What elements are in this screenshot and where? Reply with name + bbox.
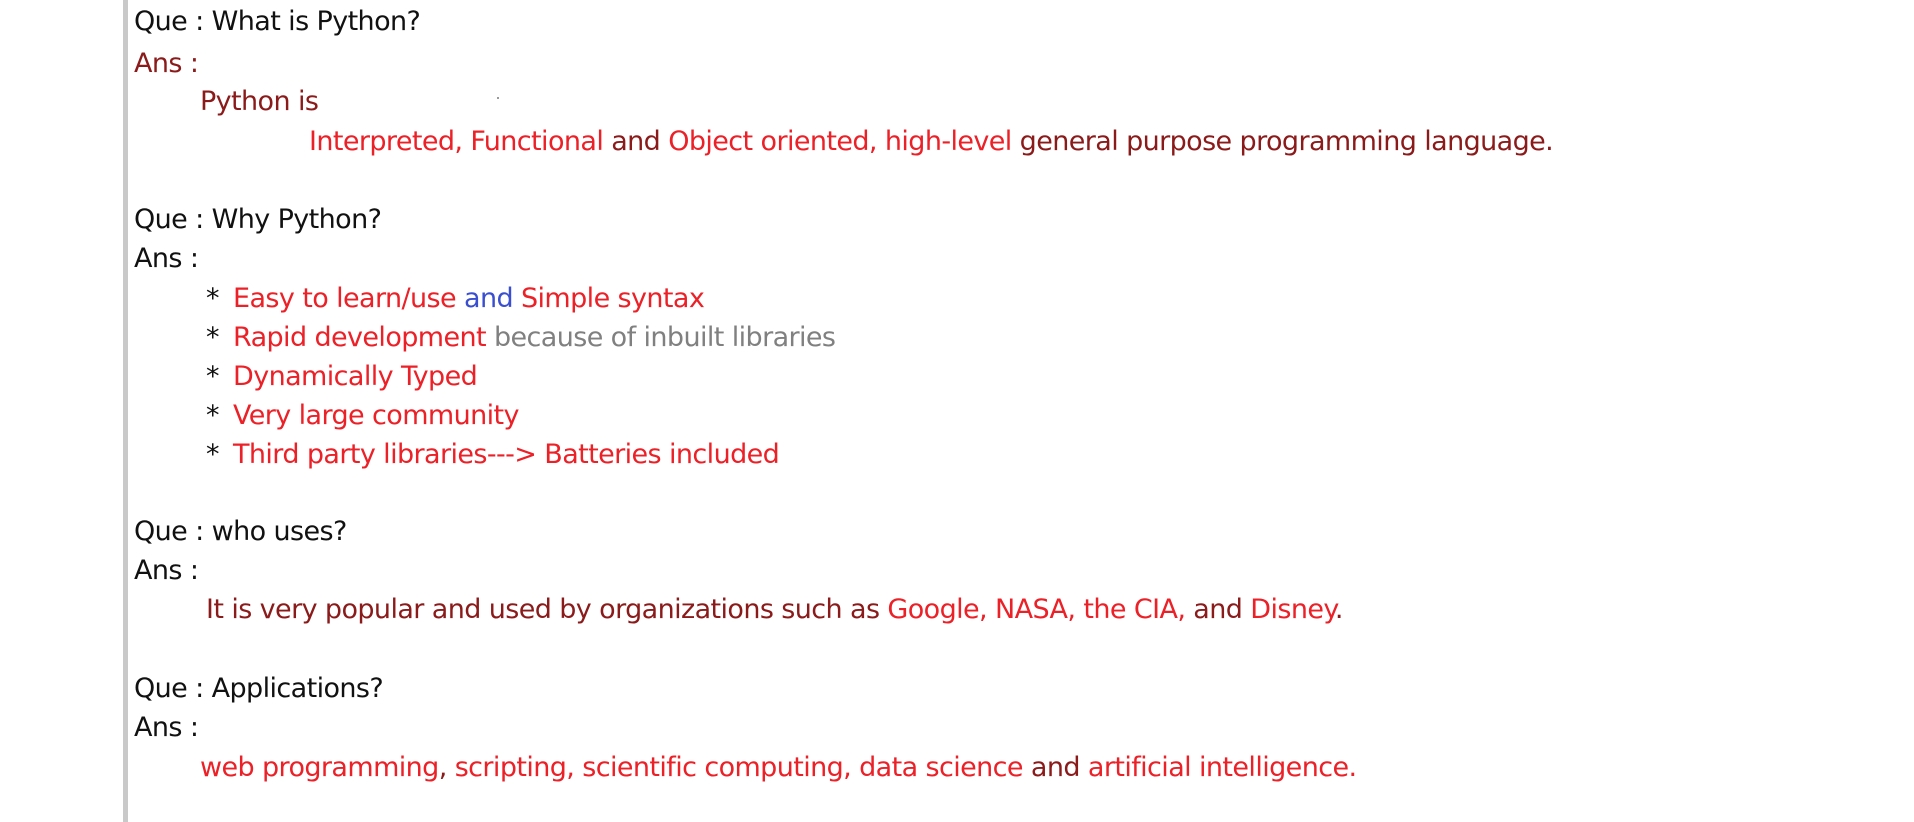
bullet-marker: * <box>206 283 220 314</box>
bullet-text-b: because of inbuilt libraries <box>493 322 836 353</box>
definition-part-2: and <box>603 126 669 157</box>
question-applications: Que : Applications? <box>134 669 384 708</box>
answer-label: Ans : <box>134 712 199 743</box>
definition-part-4: general purpose programming language. <box>1011 126 1554 157</box>
question-text: Why Python? <box>203 204 382 235</box>
bullet-text-a: Very large community <box>233 400 520 431</box>
bullet-item: * Very large community <box>206 396 520 435</box>
answer-intro: Python is <box>200 86 319 117</box>
question-what-is-python: Que : What is Python? <box>134 2 421 41</box>
bullet-text-a: Rapid development <box>233 322 494 353</box>
question-who-uses: Que : who uses? <box>134 512 347 551</box>
app-part-3: scripting, scientific computing, data sc… <box>454 752 1024 783</box>
question-text: Applications? <box>203 673 384 704</box>
app-part-4: and <box>1022 752 1088 783</box>
stray-dot <box>497 97 499 99</box>
question-text: What is Python? <box>203 6 421 37</box>
definition-part-1: Interpreted, Functional <box>309 126 604 157</box>
bullet-item: * Third party libraries---> Batteries inc… <box>206 435 780 474</box>
definition-part-3: Object oriented, high-level <box>668 126 1012 157</box>
bullet-marker: * <box>206 439 220 470</box>
bullet-marker: * <box>206 400 220 431</box>
que-label: Que : <box>134 204 204 235</box>
answer-definition: Interpreted, Functional and Object orien… <box>309 122 1554 161</box>
answer-label: Ans : <box>134 243 199 274</box>
bullet-item: * Rapid development because of inbuilt li… <box>206 318 836 357</box>
answer-applications: web programming, scripting, scientific c… <box>200 748 1357 787</box>
bullet-text-a: Easy to learn/use <box>233 283 464 314</box>
bullet-text-c: Simple syntax <box>513 283 705 314</box>
app-part-1: web programming <box>200 752 439 783</box>
bullet-marker: * <box>206 322 220 353</box>
org-part-2: Google, NASA, the CIA, <box>887 594 1186 625</box>
que-label: Que : <box>134 516 204 547</box>
bullet-text-b: and <box>464 283 514 314</box>
question-text: who uses? <box>203 516 348 547</box>
org-part-3: and <box>1185 594 1251 625</box>
org-part-5: . <box>1334 594 1344 625</box>
bullet-item: * Easy to learn/use and Simple syntax <box>206 279 705 318</box>
bullet-text-a: Third party libraries---> Batteries incl… <box>233 439 780 470</box>
bullet-item: * Dynamically Typed <box>206 357 478 396</box>
que-label: Que : <box>134 673 204 704</box>
bullet-text-a: Dynamically Typed <box>233 361 478 392</box>
que-label: Que : <box>134 6 204 37</box>
left-margin-bar <box>123 0 128 822</box>
app-part-5: artificial intelligence. <box>1087 752 1357 783</box>
app-part-2: , <box>438 752 455 783</box>
org-part-4: Disney <box>1250 594 1335 625</box>
org-part-1: It is very popular and used by organizat… <box>206 594 888 625</box>
answer-organizations: It is very popular and used by organizat… <box>206 590 1343 629</box>
bullet-marker: * <box>206 361 220 392</box>
question-why-python: Que : Why Python? <box>134 200 382 239</box>
answer-label: Ans : <box>134 555 199 586</box>
answer-label: Ans : <box>134 48 199 79</box>
